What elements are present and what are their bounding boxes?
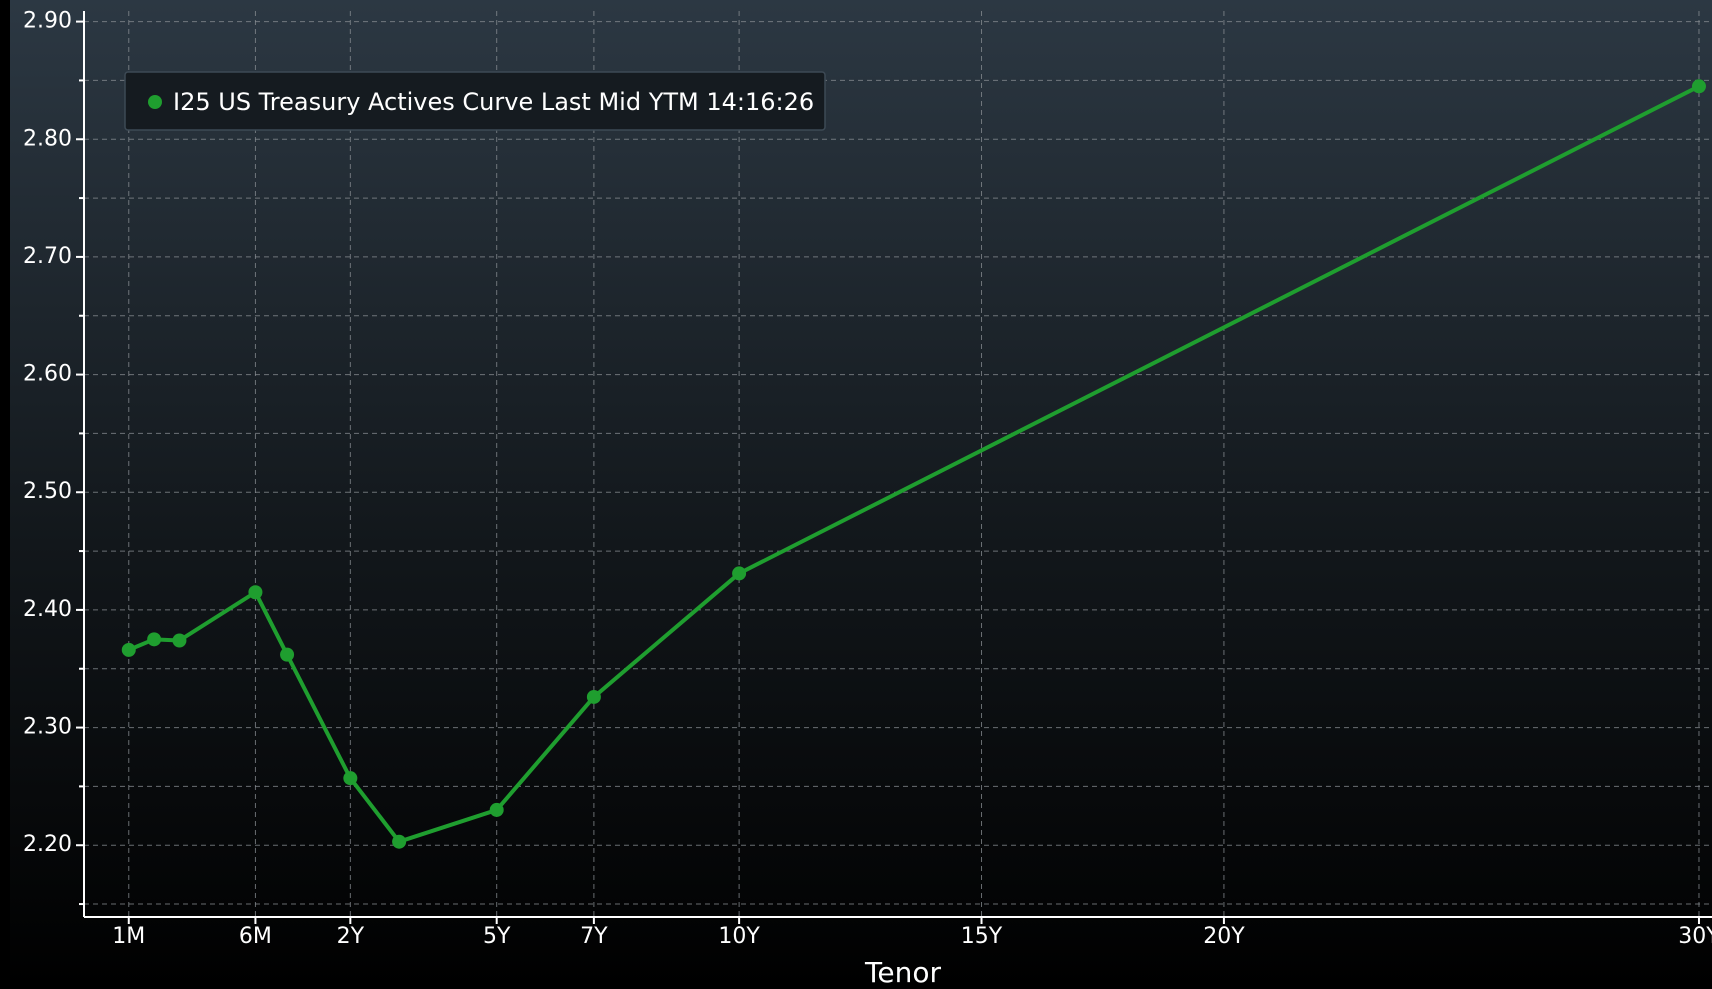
marks (121, 79, 1706, 849)
x-tick-label: 15Y (961, 924, 1003, 949)
legend-label: I25 US Treasury Actives Curve Last Mid Y… (173, 88, 814, 116)
y-tick-label: 2.30 (23, 715, 72, 740)
data-point (732, 566, 747, 581)
data-point (489, 802, 504, 817)
x-tick-label: 20Y (1203, 924, 1245, 949)
y-tick-label: 2.90 (23, 9, 72, 34)
plot-background (10, 0, 1712, 989)
data-point (248, 585, 263, 600)
y-tick-label: 2.50 (23, 479, 72, 504)
data-point (147, 632, 162, 647)
legend: I25 US Treasury Actives Curve Last Mid Y… (124, 71, 826, 131)
x-tick-label: 1M (112, 924, 145, 949)
x-tick-label: 30Y (1678, 924, 1712, 949)
x-axis-label: Tenor (864, 956, 941, 989)
x-tick-label: 2Y (337, 924, 365, 949)
data-point (343, 771, 358, 786)
data-point (392, 834, 407, 849)
data-point (172, 633, 187, 648)
y-tick-label: 2.60 (23, 362, 72, 387)
x-tick-label: 10Y (718, 924, 760, 949)
data-point (1691, 79, 1706, 94)
x-tick-label: 5Y (483, 924, 511, 949)
x-tick-label: 7Y (580, 924, 608, 949)
data-point (280, 647, 295, 662)
legend-box (124, 71, 826, 131)
y-tick-label: 2.20 (23, 832, 72, 857)
axes: 2.20 2.30 2.40 2.50 2.60 2.70 2.80 2.90 1M 6M 2Y 5Y… (23, 9, 1712, 949)
legend-marker (148, 95, 162, 109)
data-point (586, 689, 601, 704)
y-tick-label: 2.80 (23, 126, 72, 151)
y-tick-label: 2.40 (23, 597, 72, 622)
x-tick-label: 6M (239, 924, 272, 949)
y-tick-label: 2.70 (23, 244, 72, 269)
data-point (121, 642, 136, 657)
